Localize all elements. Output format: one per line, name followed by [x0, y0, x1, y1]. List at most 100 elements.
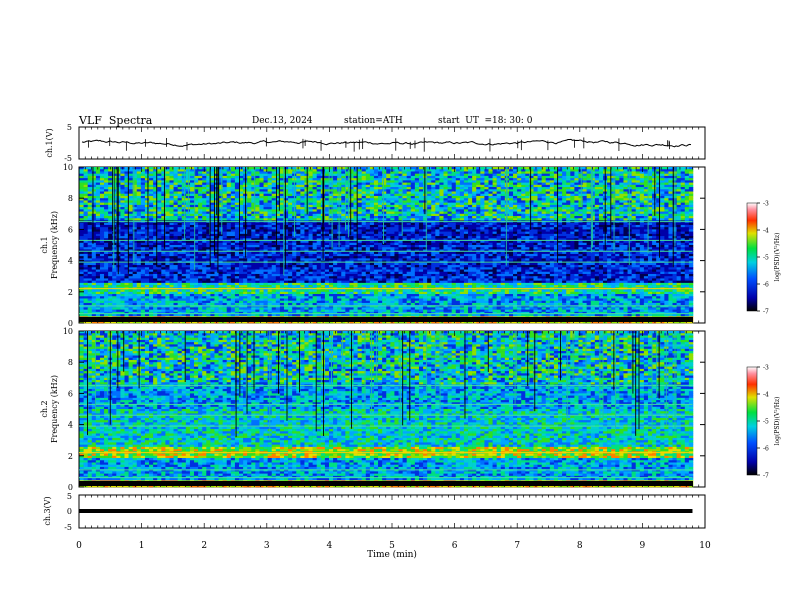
spectrogram-cell [328, 198, 334, 201]
spectrogram-cell [656, 224, 661, 228]
spectrogram-cell [635, 193, 641, 197]
spectrogram-cell [414, 198, 420, 201]
spectrogram-cell [443, 213, 448, 217]
spectrogram-cell [431, 167, 436, 170]
spectrogram-cell [226, 202, 232, 206]
spectrogram-cell [439, 229, 444, 232]
spectrogram-cell [226, 171, 232, 174]
spectrogram-cell [99, 233, 105, 237]
spectrogram-cell [463, 227, 469, 230]
spectrogram-cell [414, 207, 420, 210]
spectrogram-cell [668, 211, 673, 215]
spectrogram-cell [492, 193, 497, 197]
spectrogram-cell [472, 204, 477, 208]
spectrogram-cell [296, 173, 301, 177]
spectrogram-cell [324, 180, 330, 183]
spectrogram-cell [165, 209, 170, 212]
spectrogram-cell [386, 191, 391, 195]
spectrogram-cell [169, 202, 174, 206]
spectrogram-cell [517, 178, 522, 181]
spectrogram-cell [124, 238, 129, 241]
spectrogram-cell [91, 236, 97, 239]
spectrogram-cell [132, 227, 138, 230]
spectrogram-cell [308, 187, 313, 190]
spectrogram-cell [463, 238, 469, 241]
spectrogram-cell [406, 222, 412, 226]
spectrogram-cell [635, 227, 641, 230]
spectrogram-cell [349, 169, 354, 172]
spectrogram-cell [517, 211, 522, 215]
spectrogram-cell [181, 171, 187, 174]
ch1-waveform-panel: 5 -5 ch.1(V) [45, 123, 706, 163]
spectrogram-cell [582, 198, 587, 201]
spectrogram-cell [333, 238, 338, 241]
spectrogram-cell [484, 231, 489, 235]
spectrogram-cell [267, 227, 273, 230]
spectrogram-cell [390, 238, 395, 241]
spectrogram-cell [136, 222, 142, 226]
spectrogram-cell [267, 193, 273, 197]
spectrogram-cell [312, 236, 318, 239]
spectrogram-cell [598, 207, 604, 210]
spectrogram-cell [549, 175, 555, 179]
spectrogram-cell [508, 218, 514, 221]
spectrogram-cell [508, 204, 514, 208]
spectrogram-cell [353, 178, 358, 181]
spectrogram-cell [161, 198, 166, 201]
spectrogram-cell [484, 233, 489, 237]
spectrogram-cell [181, 195, 187, 199]
spectrogram-cell [181, 207, 187, 210]
spectrogram-cell [300, 233, 305, 237]
spectrogram-cell [181, 222, 187, 226]
spectrogram-cell [373, 202, 379, 206]
spectrogram-cell [345, 193, 350, 197]
spectrogram-cell [582, 187, 587, 190]
spectrogram-cell [533, 193, 538, 197]
spectrogram-cell [357, 207, 363, 210]
spectrogram-cell [300, 198, 305, 201]
spectrogram-cell [153, 211, 158, 215]
spectrogram-cell [132, 169, 138, 172]
spectrogram-cell [459, 211, 465, 215]
spectrogram-cell [476, 229, 481, 232]
spectrogram-cell [239, 180, 244, 183]
spectrogram-cell [247, 202, 252, 206]
spectrogram-cell [586, 198, 592, 201]
spectrogram-cell [206, 180, 211, 183]
spectrogram-cell [386, 173, 391, 177]
spectrogram-cell [283, 216, 289, 219]
spectrogram-cell [537, 227, 542, 230]
spectrogram-cell [582, 200, 587, 203]
spectrogram-cell [108, 218, 113, 221]
spectrogram-cell [173, 173, 178, 177]
spectrogram-cell [255, 236, 260, 239]
spectrogram-cell [173, 231, 178, 235]
spectrogram-cell [83, 173, 88, 177]
spectrogram-cell [480, 189, 485, 192]
spectrogram-cell [443, 227, 448, 230]
spectrogram-cell [120, 229, 125, 232]
spectrogram-cell [210, 236, 215, 239]
spectrogram-cell [365, 209, 371, 212]
spectrogram-cell [218, 209, 223, 212]
spectrogram-cell [210, 200, 215, 203]
spectrogram-cell [165, 200, 170, 203]
spectrogram-cell [615, 191, 620, 195]
spectrogram-cell [169, 189, 174, 192]
spectrogram-cell [570, 175, 575, 179]
spectrogram-cell [463, 233, 469, 237]
spectrogram-cell [333, 173, 338, 177]
spectrogram-cell [529, 175, 534, 179]
spectrogram-cell [480, 187, 485, 190]
spectrogram-cell [124, 182, 129, 186]
spectrogram-cell [558, 209, 563, 212]
spectrogram-cell [99, 195, 105, 199]
spectrogram-cell [553, 233, 559, 237]
spectrogram-cell [308, 238, 313, 241]
spectrogram-cell [361, 167, 367, 170]
spectrogram-cell [247, 189, 252, 192]
spectrogram-cell [541, 231, 547, 235]
spectrogram-cell [120, 169, 125, 172]
spectrogram-cell [300, 189, 305, 192]
spectrogram-cell [570, 182, 575, 186]
